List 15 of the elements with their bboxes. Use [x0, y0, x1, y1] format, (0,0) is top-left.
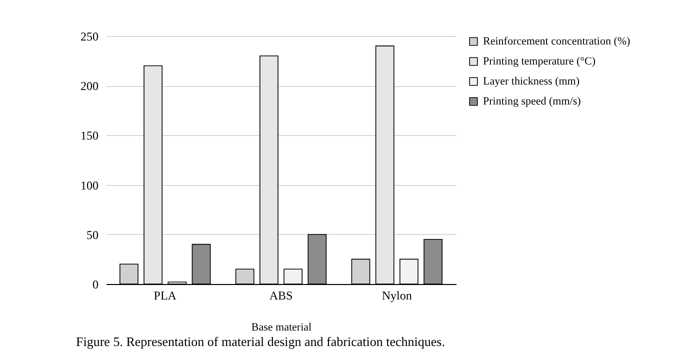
- caption: Figure 5. Representation of material design and fabrication techniques.: [76, 334, 445, 350]
- legend-label: Printing temperature (°C): [483, 56, 596, 68]
- legend-label: Reinforcement concentration (%): [483, 36, 631, 48]
- y-tick-label: 50: [86, 228, 98, 242]
- y-tick-label: 250: [80, 30, 98, 44]
- x-tick-label: ABS: [269, 288, 293, 302]
- legend-label: Layer thickness (mm): [483, 76, 580, 88]
- y-tick-label: 100: [80, 178, 98, 192]
- legend-label: Printing speed (mm/s): [483, 96, 582, 108]
- y-tick-label: 200: [80, 79, 98, 94]
- x-tick-label: Nylon: [382, 288, 412, 302]
- y-tick-label: 0: [92, 278, 98, 292]
- x-tick-label: PLA: [154, 288, 177, 302]
- y-tick-label: 150: [80, 128, 98, 143]
- x-axis-title: Base material: [251, 322, 312, 334]
